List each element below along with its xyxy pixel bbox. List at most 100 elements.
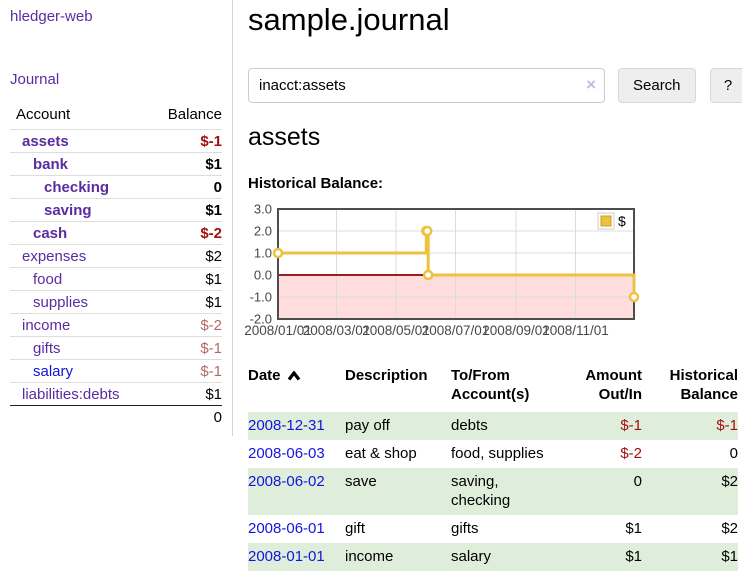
- column-header-balance: Historical Balance: [669, 367, 738, 403]
- data-point-marker: [421, 225, 433, 237]
- column-header-date[interactable]: Date: [248, 366, 345, 412]
- account-row: food $1: [10, 267, 222, 291]
- account-balance: $1: [146, 267, 222, 291]
- account-name-cell: gifts: [10, 336, 147, 360]
- y-axis-tick-label: -1.0: [250, 290, 272, 305]
- register-row: 2008-06-01 gift gifts $1 $2: [248, 515, 738, 543]
- account-link-supplies[interactable]: supplies: [33, 294, 89, 311]
- account-link-assets[interactable]: assets: [22, 133, 69, 150]
- account-link-gifts[interactable]: gifts: [33, 340, 61, 357]
- transaction-date-cell: 2008-01-01: [248, 543, 345, 571]
- account-link-food[interactable]: food: [33, 271, 63, 288]
- register-table: Date Description To/From Account(s) Amou…: [248, 366, 738, 571]
- account-link-checking[interactable]: checking: [44, 179, 110, 196]
- account-row: bank $1: [10, 152, 222, 176]
- account-name-cell: food: [10, 267, 147, 291]
- column-header-description: Description: [345, 367, 428, 384]
- register-row: 2008-12-31 pay off debts $-1 $-1: [248, 412, 738, 440]
- account-row: supplies $1: [10, 290, 222, 314]
- sidebar: hledger-web Journal Account Balance asse…: [0, 0, 233, 436]
- account-row: checking 0: [10, 175, 222, 199]
- account-row: expenses $2: [10, 244, 222, 268]
- clear-search-icon[interactable]: ×: [586, 75, 596, 94]
- transaction-date-cell: 2008-06-01: [248, 515, 345, 543]
- account-link-liabilities-debts[interactable]: liabilities:debts: [22, 386, 120, 403]
- plot-border: [277, 208, 635, 320]
- transaction-date-cell: 2008-06-02: [248, 468, 345, 515]
- transaction-description: gift: [345, 520, 366, 537]
- search-input[interactable]: [248, 68, 605, 103]
- data-point-marker: [422, 269, 434, 281]
- transaction-date-link[interactable]: 2008-01-01: [248, 548, 325, 565]
- account-name-cell: assets: [10, 129, 147, 153]
- transaction-accounts: food, supplies: [451, 445, 544, 462]
- transaction-balance: $-1: [642, 412, 738, 440]
- search-button[interactable]: Search: [618, 68, 696, 103]
- account-name-cell: cash: [10, 221, 147, 245]
- register-row: 2008-01-01 income salary $1 $1: [248, 543, 738, 571]
- accounts-table: Account Balance assets $-1 bank $1 checking 0…: [10, 102, 222, 428]
- accounts-header-row: Account Balance: [10, 102, 222, 130]
- account-link-expenses[interactable]: expenses: [22, 248, 87, 265]
- account-name-cell: bank: [10, 152, 147, 176]
- transaction-date-cell: 2008-12-31: [248, 412, 345, 440]
- accounts-header-account: Account: [16, 106, 71, 123]
- x-axis-tick-label: 2008/05/01: [362, 323, 430, 338]
- column-header-amount: Amount Out/In: [585, 367, 642, 403]
- account-balance: $2: [146, 244, 222, 268]
- account-row: salary $-1: [10, 359, 222, 383]
- account-link-salary[interactable]: salary: [33, 363, 74, 380]
- app-brand-link[interactable]: hledger-web: [10, 8, 93, 25]
- account-link-cash[interactable]: cash: [33, 225, 68, 242]
- accounts-total-value: 0: [146, 405, 222, 428]
- chart-title: Historical Balance:: [248, 175, 384, 192]
- historical-balance-chart: $3.0 2.0 1.0 0.0 -1.0 -2.02008/01/012008/03/0…: [244, 202, 640, 338]
- register-header-row: Date Description To/From Account(s) Amou…: [248, 366, 738, 412]
- account-link-bank[interactable]: bank: [33, 156, 69, 173]
- account-balance: $-1: [146, 129, 222, 153]
- sort-ascending-icon: [287, 370, 300, 381]
- data-point-marker: [272, 247, 284, 259]
- x-axis-tick-label: 2008/07/01: [422, 323, 490, 338]
- accounts-table-body: assets $-1 bank $1 checking 0 saving $1 cash $-2 e…: [10, 129, 222, 406]
- transaction-accounts: salary: [451, 543, 555, 571]
- account-name-cell: salary: [10, 359, 147, 383]
- transaction-date-link[interactable]: 2008-06-01: [248, 520, 325, 537]
- transaction-description: pay off: [345, 412, 451, 440]
- help-button[interactable]: ?: [709, 68, 742, 103]
- main-content: sample.journal × Search ? assets Histori…: [244, 0, 742, 582]
- x-axis-tick-label: 2008/03/01: [303, 323, 371, 338]
- transaction-date-link[interactable]: 2008-12-31: [248, 417, 325, 434]
- x-axis-tick-label: 2008/09/01: [482, 323, 550, 338]
- chart-container: $3.0 2.0 1.0 0.0 -1.0 -2.0 2008/01/01 2008/03/0…: [242, 199, 662, 345]
- account-row: liabilities:debts $1: [10, 382, 222, 406]
- account-link-income[interactable]: income: [22, 317, 71, 334]
- account-row: gifts $-1: [10, 336, 222, 360]
- transaction-amount: $1: [625, 520, 642, 537]
- account-page-title: assets: [248, 123, 321, 151]
- register-row: 2008-06-03 eat & shop food, supplies $-2 0: [248, 440, 738, 468]
- account-name-cell: expenses: [10, 244, 147, 268]
- x-axis-tick-label: 2008/11/01: [542, 323, 609, 338]
- accounts-header-balance: Balance: [167, 106, 222, 123]
- transaction-date-link[interactable]: 2008-06-03: [248, 445, 325, 462]
- data-point-marker: [628, 291, 640, 303]
- transaction-accounts: gifts: [451, 520, 479, 537]
- y-axis-tick-label: 0.0: [254, 268, 272, 283]
- account-row: cash $-2: [10, 221, 222, 245]
- account-link-saving[interactable]: saving: [44, 202, 92, 219]
- transaction-amount: $1: [555, 543, 642, 571]
- account-balance: $-2: [146, 221, 222, 245]
- legend-swatch: [600, 215, 612, 227]
- account-row: assets $-1: [10, 129, 222, 153]
- sidebar-item-journal[interactable]: Journal: [10, 71, 60, 88]
- account-name-cell: checking: [10, 175, 147, 199]
- y-axis-tick-label: 1.0: [254, 246, 272, 261]
- transaction-date-link[interactable]: 2008-06-02: [248, 473, 325, 490]
- transaction-balance: 0: [729, 445, 738, 462]
- transaction-amount: 0: [555, 468, 642, 515]
- account-balance: $1: [146, 152, 222, 176]
- account-row: income $-2: [10, 313, 222, 337]
- account-balance: $1: [146, 198, 222, 222]
- account-name-cell: saving: [10, 198, 147, 222]
